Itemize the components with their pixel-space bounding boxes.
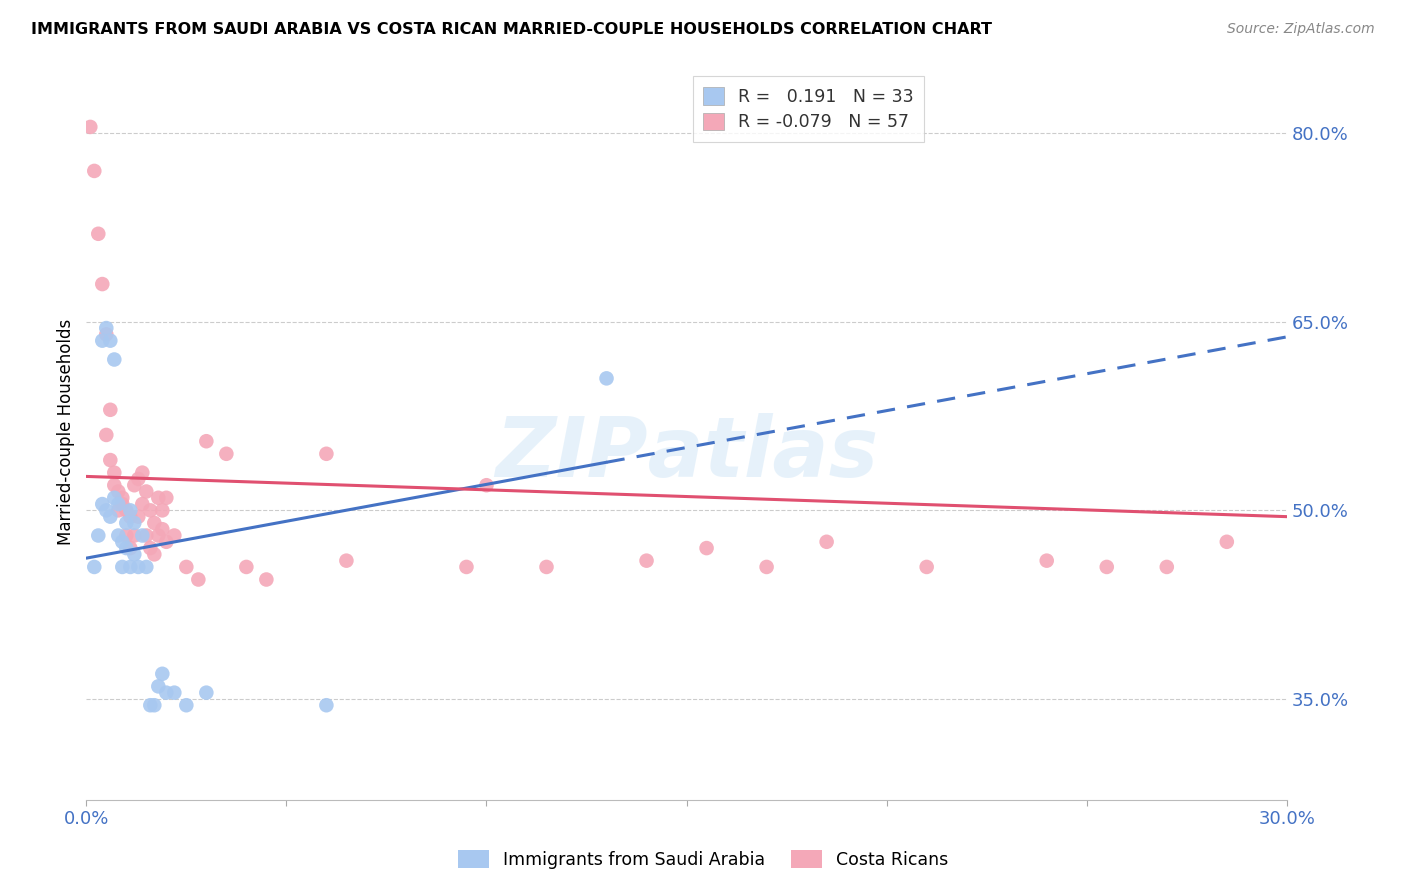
Point	[315, 698, 337, 713]
Point	[143, 547, 166, 561]
Point	[111, 534, 134, 549]
Point	[315, 447, 337, 461]
Point	[148, 528, 170, 542]
Point	[103, 491, 125, 505]
Point	[87, 227, 110, 241]
Point	[148, 491, 170, 505]
Point	[163, 528, 186, 542]
Point	[91, 277, 114, 291]
Y-axis label: Married-couple Households: Married-couple Households	[58, 318, 75, 545]
Point	[150, 522, 173, 536]
Point	[103, 352, 125, 367]
Point	[187, 573, 209, 587]
Point	[139, 503, 162, 517]
Text: Source: ZipAtlas.com: Source: ZipAtlas.com	[1227, 22, 1375, 37]
Text: ZIP​atlas: ZIP​atlas	[495, 413, 879, 494]
Legend: R =   0.191   N = 33, R = -0.079   N = 57: R = 0.191 N = 33, R = -0.079 N = 57	[693, 77, 924, 142]
Point	[111, 491, 134, 505]
Point	[755, 560, 778, 574]
Point	[195, 686, 218, 700]
Point	[111, 560, 134, 574]
Point	[107, 497, 129, 511]
Point	[536, 560, 558, 574]
Point	[155, 686, 177, 700]
Point	[124, 516, 146, 530]
Point	[163, 686, 186, 700]
Point	[595, 371, 617, 385]
Point	[124, 528, 146, 542]
Point	[636, 554, 658, 568]
Point	[1216, 534, 1239, 549]
Point	[115, 516, 138, 530]
Point	[254, 573, 277, 587]
Point	[127, 560, 149, 574]
Point	[115, 541, 138, 555]
Point	[124, 478, 146, 492]
Point	[131, 466, 153, 480]
Point	[131, 528, 153, 542]
Point	[115, 503, 138, 517]
Legend: Immigrants from Saudi Arabia, Costa Ricans: Immigrants from Saudi Arabia, Costa Rica…	[451, 844, 955, 876]
Point	[124, 547, 146, 561]
Point	[176, 560, 198, 574]
Point	[91, 497, 114, 511]
Point	[111, 497, 134, 511]
Point	[107, 528, 129, 542]
Point	[107, 484, 129, 499]
Point	[135, 560, 157, 574]
Point	[135, 484, 157, 499]
Point	[98, 509, 121, 524]
Point	[456, 560, 478, 574]
Point	[815, 534, 838, 549]
Text: IMMIGRANTS FROM SAUDI ARABIA VS COSTA RICAN MARRIED-COUPLE HOUSEHOLDS CORRELATIO: IMMIGRANTS FROM SAUDI ARABIA VS COSTA RI…	[31, 22, 991, 37]
Point	[335, 554, 357, 568]
Point	[1035, 554, 1057, 568]
Point	[98, 453, 121, 467]
Point	[176, 698, 198, 713]
Point	[235, 560, 257, 574]
Point	[120, 509, 142, 524]
Point	[127, 509, 149, 524]
Point	[215, 447, 238, 461]
Point	[148, 679, 170, 693]
Point	[83, 164, 105, 178]
Point	[155, 491, 177, 505]
Point	[103, 466, 125, 480]
Point	[87, 528, 110, 542]
Point	[143, 516, 166, 530]
Point	[135, 528, 157, 542]
Point	[127, 472, 149, 486]
Point	[120, 560, 142, 574]
Point	[103, 478, 125, 492]
Point	[107, 503, 129, 517]
Point	[150, 503, 173, 517]
Point	[143, 698, 166, 713]
Point	[83, 560, 105, 574]
Point	[139, 698, 162, 713]
Point	[120, 541, 142, 555]
Point	[96, 428, 118, 442]
Point	[696, 541, 718, 555]
Point	[475, 478, 498, 492]
Point	[131, 497, 153, 511]
Point	[115, 528, 138, 542]
Point	[915, 560, 938, 574]
Point	[195, 434, 218, 449]
Point	[98, 402, 121, 417]
Point	[91, 334, 114, 348]
Point	[155, 534, 177, 549]
Point	[79, 120, 101, 134]
Point	[96, 321, 118, 335]
Point	[150, 666, 173, 681]
Point	[96, 503, 118, 517]
Point	[1095, 560, 1118, 574]
Point	[139, 541, 162, 555]
Point	[96, 327, 118, 342]
Point	[98, 334, 121, 348]
Point	[120, 503, 142, 517]
Point	[1156, 560, 1178, 574]
